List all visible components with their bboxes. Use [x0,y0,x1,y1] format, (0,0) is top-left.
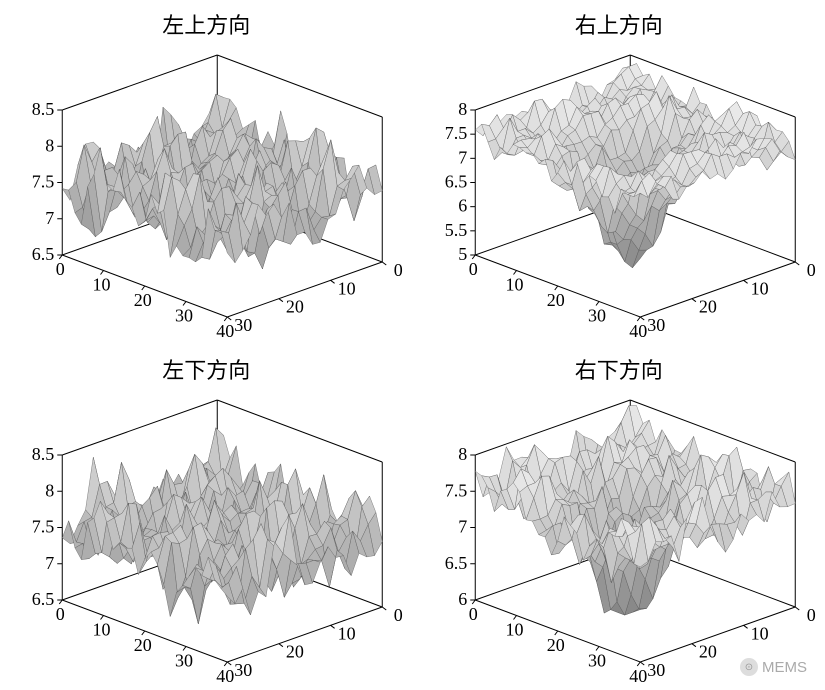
svg-text:30: 30 [175,651,193,671]
svg-text:8.5: 8.5 [32,444,55,464]
svg-text:0: 0 [394,260,403,280]
panel-top-right: 右上方向 55.566.577.580102030400102030 [413,0,825,345]
svg-text:7.5: 7.5 [444,480,467,500]
svg-text:7: 7 [458,147,467,167]
svg-text:30: 30 [647,315,665,335]
svg-text:10: 10 [93,275,111,295]
svg-text:5: 5 [458,244,467,264]
svg-text:0: 0 [806,605,815,625]
watermark-text: MEMS [762,659,807,676]
svg-text:30: 30 [234,315,252,335]
svg-text:0: 0 [468,259,477,279]
svg-text:7.5: 7.5 [32,517,55,537]
svg-text:30: 30 [234,660,252,680]
svg-text:10: 10 [505,620,523,640]
svg-text:20: 20 [134,635,152,655]
svg-text:6: 6 [458,589,467,609]
panel-top-left: 左上方向 6.577.588.50102030400102030 [0,0,413,345]
svg-text:20: 20 [286,642,304,662]
svg-text:10: 10 [338,623,356,643]
svg-text:20: 20 [286,297,304,317]
svg-text:30: 30 [588,651,606,671]
svg-text:8: 8 [458,444,467,464]
svg-text:6: 6 [458,196,467,216]
panel-bottom-left: 左下方向 6.577.588.50102030400102030 [0,345,413,690]
svg-text:40: 40 [629,666,647,686]
svg-text:20: 20 [698,642,716,662]
surface-plot-br: 66.577.580102030400102030 [413,345,825,690]
svg-text:10: 10 [93,620,111,640]
svg-text:7.5: 7.5 [32,172,55,192]
surface-plot-tl: 6.577.588.50102030400102030 [0,0,413,345]
svg-text:0: 0 [394,605,403,625]
svg-text:20: 20 [134,290,152,310]
svg-text:20: 20 [546,290,564,310]
figure-grid: 左上方向 6.577.588.50102030400102030 右上方向 55… [0,0,825,690]
svg-text:10: 10 [750,623,768,643]
svg-text:7: 7 [45,208,54,228]
watermark: ⊙ MEMS [740,658,807,676]
panel-bottom-right: 右下方向 66.577.580102030400102030 [413,345,825,690]
svg-text:0: 0 [468,604,477,624]
svg-text:40: 40 [629,321,647,341]
svg-text:5.5: 5.5 [444,220,467,240]
svg-text:10: 10 [505,275,523,295]
svg-text:30: 30 [588,306,606,326]
svg-text:7: 7 [458,517,467,537]
svg-text:8: 8 [458,99,467,119]
svg-text:20: 20 [698,297,716,317]
svg-text:8: 8 [45,480,54,500]
svg-text:8: 8 [45,135,54,155]
svg-text:30: 30 [647,660,665,680]
svg-text:6.5: 6.5 [32,589,55,609]
svg-text:10: 10 [338,278,356,298]
svg-text:0: 0 [56,259,65,279]
svg-text:6.5: 6.5 [444,172,467,192]
svg-text:10: 10 [750,278,768,298]
svg-text:40: 40 [216,666,234,686]
svg-text:30: 30 [175,306,193,326]
svg-text:6.5: 6.5 [32,244,55,264]
svg-text:6.5: 6.5 [444,553,467,573]
svg-text:0: 0 [56,604,65,624]
surface-plot-tr: 55.566.577.580102030400102030 [413,0,825,345]
svg-text:20: 20 [546,635,564,655]
svg-text:0: 0 [806,260,815,280]
surface-plot-bl: 6.577.588.50102030400102030 [0,345,413,690]
svg-text:8.5: 8.5 [32,99,55,119]
svg-text:40: 40 [216,321,234,341]
svg-text:7: 7 [45,553,54,573]
watermark-icon: ⊙ [740,658,758,676]
svg-text:7.5: 7.5 [444,123,467,143]
